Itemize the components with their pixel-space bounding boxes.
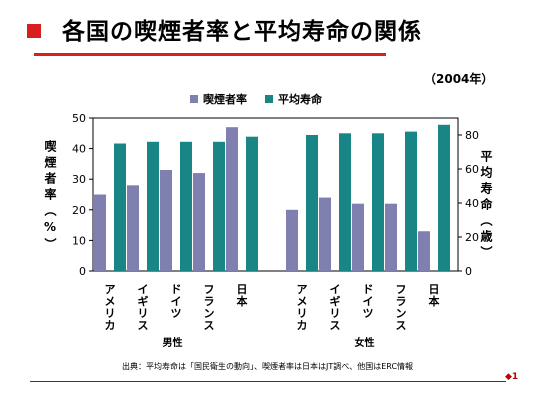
category-label-1-3-char: ラ [396,295,407,308]
category-label-0-4-char: 本 [237,294,248,308]
bar-lifespan-0-3 [213,141,225,271]
bar-lifespan-1-4 [438,124,450,271]
y-left-tick-label-1: 10 [72,234,86,247]
category-label-1-2-char: ツ [363,307,374,320]
legend-swatch-smoking [190,95,198,103]
category-label-1-3-char: ス [396,319,407,332]
source-note: 出典：平均寿命は「国民衛生の動向」、喫煙者率は日本はJT調べ、他国はERC情報 [122,362,414,371]
y-left-tick-label-0: 0 [79,265,86,278]
category-label-1-0-char: カ [297,319,308,332]
category-label-1-1-char: イ [330,283,341,296]
title-bullet [27,24,41,38]
category-label-0-0-char: メ [105,295,116,308]
y-axis-right-label: 平均寿命（歳） [479,150,493,262]
bar-lifespan-1-2 [372,133,384,271]
y-left-tick-label-2: 20 [72,204,86,217]
category-label-0-0-char: リ [105,307,116,320]
y-left-tick-label-4: 40 [72,143,86,156]
page-number-value: 1 [511,372,519,382]
legend-item-lifespan: 平均寿命 [265,91,322,107]
y-left-tick-label-5: 50 [72,112,86,125]
bar-smoking-1-0 [286,209,298,271]
category-label-0-1-char: ギ [138,294,149,308]
category-label-1-4-char: 本 [429,294,440,308]
bar-smoking-0-0 [94,194,106,271]
legend-swatch-lifespan [265,95,273,103]
bar-smoking-1-4 [418,231,430,271]
category-label-0-3-char: ラ [204,295,215,308]
bar-smoking-0-2 [160,170,172,271]
category-label-1-1-char: ギ [330,294,341,308]
bar-smoking-1-3 [385,203,397,271]
title-underline [34,53,386,56]
category-label-0-2-char: ド [171,283,182,296]
footer-divider [30,381,506,382]
category-label-1-0-char: メ [297,295,308,308]
category-label-0-3-char: フ [204,283,215,296]
category-label-1-0-char: リ [297,307,308,320]
category-label-1-4-char: 日 [429,283,440,296]
y-left-tick-label-3: 30 [72,173,86,186]
y-right-tick-label-3: 60 [465,163,479,176]
y-right-tick-label-1: 20 [465,231,479,244]
category-label-0-3-char: ン [204,307,215,320]
group-label-1: 女性 [355,336,375,349]
category-label-0-0-char: カ [105,319,116,332]
category-label-0-1-char: リ [138,307,149,320]
category-label-0-2-char: イ [171,295,182,308]
year-label: （2004年） [424,72,494,86]
category-label-0-3-char: ス [204,319,215,332]
category-label-1-1-char: リ [330,307,341,320]
category-label-0-4-char: 日 [237,283,248,296]
category-label-0-0-char: ア [105,283,116,296]
legend-label-smoking: 喫煙者率 [203,93,247,106]
category-label-1-0-char: ア [297,283,308,296]
bar-lifespan-0-4 [246,136,258,271]
category-label-1-2-char: イ [363,295,374,308]
bar-lifespan-1-1 [339,133,351,271]
bar-smoking-0-1 [127,185,139,271]
category-label-1-3-char: ン [396,307,407,320]
legend-item-smoking: 喫煙者率 [190,91,247,107]
category-label-1-3-char: フ [396,283,407,296]
bar-lifespan-0-1 [147,141,159,271]
bar-smoking-1-2 [352,203,364,271]
group-label-0: 男性 [163,336,183,349]
bar-lifespan-1-0 [306,135,318,271]
bar-lifespan-1-3 [405,131,417,271]
bar-lifespan-0-0 [114,143,126,271]
plot-frame [92,117,459,272]
bar-smoking-0-4 [226,127,238,272]
page-title: 各国の喫煙者率と平均寿命の関係 [62,19,422,45]
category-label-0-1-char: イ [138,283,149,296]
y-axis-left-label: 喫煙者率（%） [43,140,57,254]
category-label-1-1-char: ス [330,319,341,332]
category-label-1-2-char: ド [363,283,374,296]
legend-label-lifespan: 平均寿命 [278,93,322,106]
y-right-tick-label-4: 80 [465,129,479,142]
category-label-0-1-char: ス [138,319,149,332]
bar-smoking-0-3 [193,173,205,271]
bar-smoking-1-1 [319,197,331,271]
page-number: ◆1 [505,372,519,382]
bar-lifespan-0-2 [180,141,192,271]
category-label-0-2-char: ツ [171,307,182,320]
y-right-tick-label-2: 40 [465,197,479,210]
y-right-tick-label-0: 0 [465,265,472,278]
chart-legend: 喫煙者率 平均寿命 [190,88,322,110]
